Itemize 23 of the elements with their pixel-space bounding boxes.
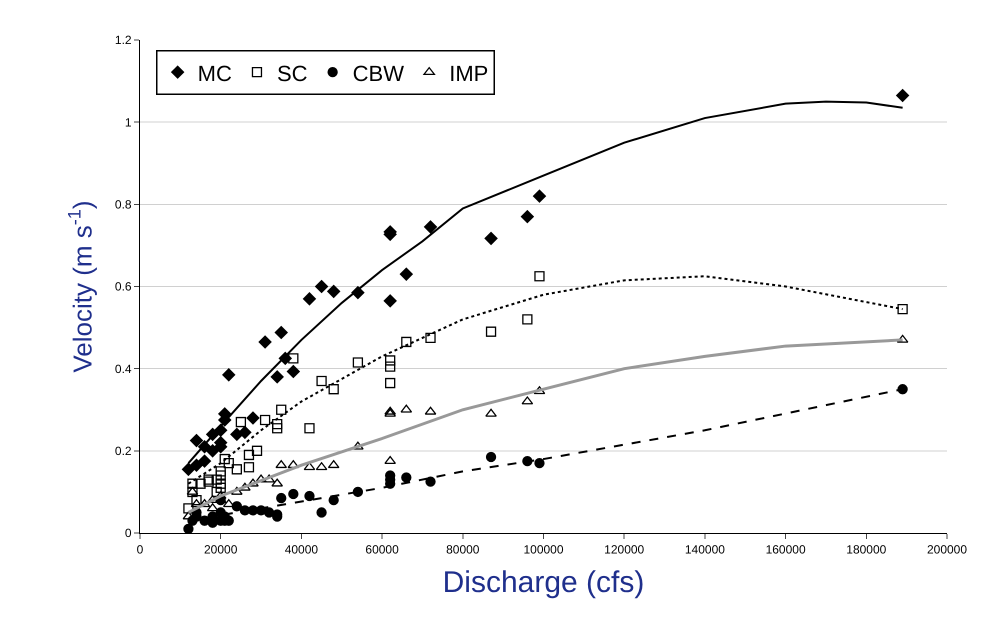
y-tick-label: 0.8 [114,198,132,212]
x-tick-label: 160000 [766,542,806,556]
x-tick-label: 200000 [926,542,968,556]
x-tick-label: 140000 [684,542,726,556]
x-tick-label: 0 [136,542,144,556]
y-tick-label: 0.6 [114,280,132,294]
legend-label: IMP [449,60,488,86]
y-tick-label: 0.4 [114,362,132,376]
y-tick-label: 0 [124,526,132,540]
x-tick-label: 80000 [446,542,480,556]
y-tick-label: 1 [124,115,132,130]
x-tick-label: 180000 [846,542,887,556]
legend-label: SC [276,60,308,86]
x-tick-label: 20000 [204,542,238,556]
x-axis-title: Discharge (cfs) [442,566,644,599]
x-tick-label: 120000 [604,542,645,556]
y-tick-label: 0.2 [114,444,132,458]
legend-label: MC [198,60,232,86]
y-tick-label: 1.2 [114,33,132,48]
x-tick-label: 60000 [365,542,400,556]
x-tick-label: 100000 [523,542,564,556]
legend-label: CBW [352,60,404,86]
x-tick-label: 40000 [284,542,318,556]
